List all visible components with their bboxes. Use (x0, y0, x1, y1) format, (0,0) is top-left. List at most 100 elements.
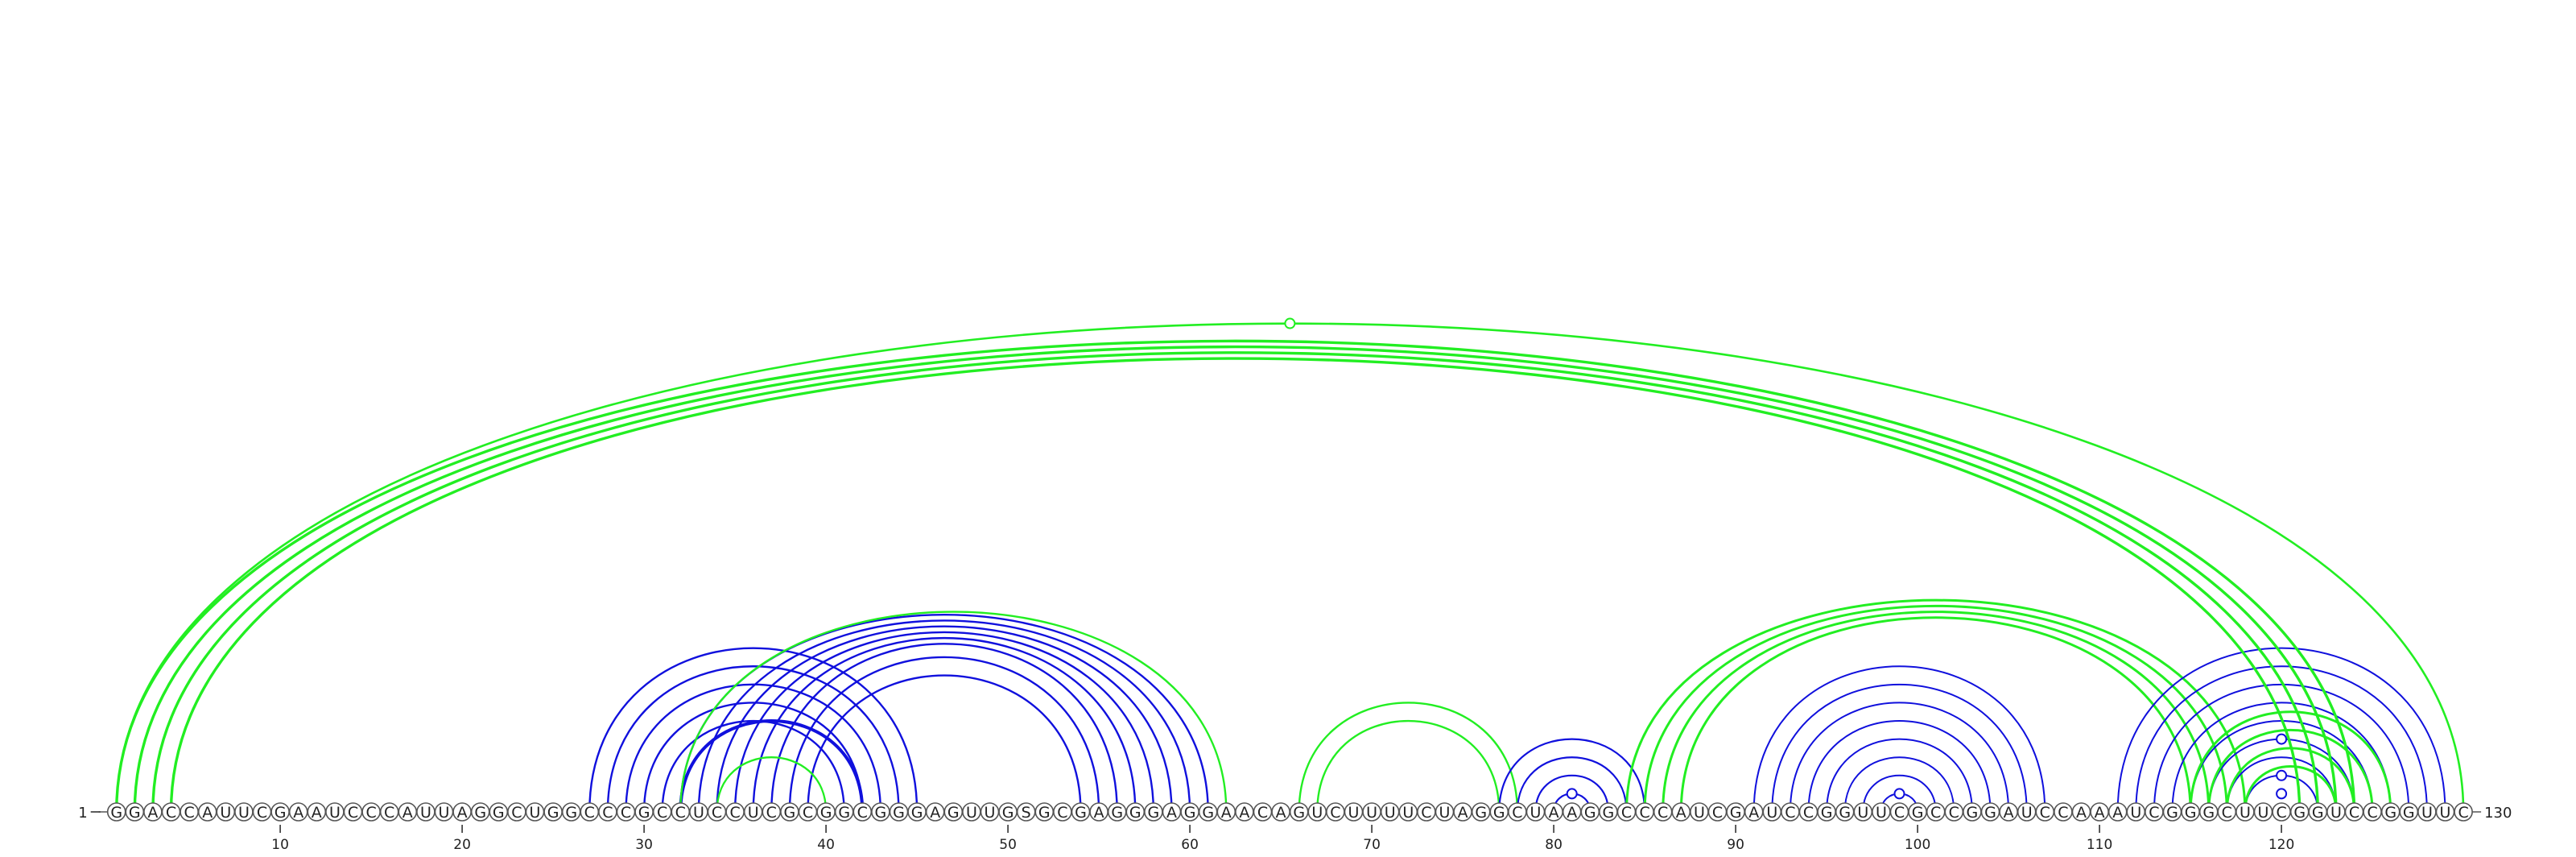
base-110: A (2090, 802, 2109, 822)
base-67: U (1307, 802, 1327, 822)
base-19: U (434, 802, 454, 822)
base-39: C (798, 802, 818, 822)
base-28: C (598, 802, 617, 822)
svg-text:U: U (1694, 804, 1705, 822)
svg-text:G: G (1111, 804, 1123, 822)
green-pair-arc-115-126 (2189, 710, 2392, 814)
base-50: G (998, 802, 1018, 822)
base-54: G (1071, 802, 1091, 822)
base-102: C (1944, 802, 1964, 822)
svg-text:C: C (621, 804, 631, 822)
base-15: C (361, 802, 381, 822)
base-8: U (234, 802, 254, 822)
svg-text:C: C (1330, 804, 1340, 822)
svg-text:A: A (1676, 804, 1686, 822)
base-80: A (1544, 802, 1563, 822)
svg-text:G: G (1184, 804, 1196, 822)
svg-text:U: U (1311, 804, 1323, 822)
svg-text:C: C (1512, 804, 1522, 822)
blue-pair-arc-77-85 (1498, 738, 1646, 814)
svg-text:A: A (312, 804, 322, 822)
svg-text:U: U (1876, 804, 1887, 822)
svg-text:U: U (2021, 804, 2033, 822)
base-1: G (106, 802, 126, 822)
svg-text:G: G (784, 804, 796, 822)
base-121: G (2289, 802, 2310, 822)
svg-text:U: U (1385, 804, 1396, 822)
blue-pair-arc-95-103 (1826, 738, 1973, 813)
base-3: A (143, 802, 163, 822)
base-23: C (507, 802, 526, 822)
svg-text:C: C (1930, 804, 1941, 822)
svg-text:C: C (2367, 804, 2377, 822)
base-26: G (561, 802, 581, 822)
base-30: G (634, 802, 654, 822)
svg-text:G: G (2403, 804, 2415, 822)
base-38: G (780, 802, 799, 822)
svg-text:C: C (2058, 804, 2068, 822)
base-47: G (943, 802, 964, 822)
base-45: G (907, 802, 927, 822)
svg-text:C: C (584, 804, 595, 822)
base-34: C (707, 802, 727, 822)
svg-text:C: C (1057, 804, 1067, 822)
start-position-label: 1 (78, 805, 87, 822)
base-56: G (1107, 802, 1127, 822)
green-pair-arc-85-117 (1643, 604, 2228, 814)
svg-text:A: A (1094, 804, 1104, 822)
blue-pair-arc-27-45 (588, 647, 919, 814)
svg-text:90: 90 (1727, 837, 1744, 853)
base-76: G (1471, 802, 1491, 822)
base-4: C (161, 802, 181, 822)
svg-text:U: U (1857, 804, 1868, 822)
svg-text:U: U (2330, 804, 2342, 822)
svg-text:G: G (275, 804, 287, 822)
base-130: C (2454, 802, 2473, 822)
base-72: U (1398, 802, 1418, 822)
base-127: G (2399, 802, 2419, 822)
base-55: A (1089, 802, 1108, 822)
base-126: G (2380, 802, 2401, 822)
base-86: C (1653, 802, 1673, 822)
base-48: U (962, 802, 981, 822)
axis-tick-80: 80 (1545, 825, 1563, 853)
base-93: C (1781, 802, 1800, 822)
base-118: U (2235, 802, 2255, 822)
base-51: S (1016, 802, 1036, 822)
axis-tick-50: 50 (999, 825, 1017, 853)
axis-tick-40: 40 (817, 825, 835, 853)
svg-text:U: U (985, 804, 996, 822)
svg-text:A: A (1239, 804, 1249, 822)
base-18: U (416, 802, 436, 822)
svg-text:U: U (2258, 804, 2269, 822)
svg-text:C: C (1421, 804, 1431, 822)
svg-text:G: G (1821, 804, 1833, 822)
base-46: A (925, 802, 945, 822)
svg-text:A: A (2095, 804, 2105, 822)
svg-text:C: C (2349, 804, 2359, 822)
blue-pair-arc-97-101 (1862, 775, 1937, 813)
base-60: G (1180, 802, 1199, 822)
svg-text:A: A (402, 804, 413, 822)
green-pair-arc-1-124 (115, 339, 2356, 814)
blue-pair-arc-91-107 (1752, 665, 2046, 813)
base-114: G (2162, 802, 2182, 822)
green-pair-arc-87-115 (1679, 616, 2192, 814)
svg-text:G: G (493, 804, 505, 822)
svg-text:C: C (1657, 804, 1668, 822)
svg-text:G: G (1493, 804, 1505, 822)
base-53: C (1053, 802, 1072, 822)
svg-text:U: U (329, 804, 341, 822)
base-35: C (725, 802, 745, 822)
base-21: G (470, 802, 490, 822)
svg-text:30: 30 (635, 837, 653, 853)
base-2: G (125, 802, 145, 822)
base-74: U (1435, 802, 1455, 822)
base-32: C (671, 802, 691, 822)
axis-tick-90: 90 (1727, 825, 1744, 853)
svg-text:U: U (238, 804, 250, 822)
base-14: C (343, 802, 363, 822)
svg-text:C: C (657, 804, 667, 822)
base-97: U (1853, 802, 1873, 822)
